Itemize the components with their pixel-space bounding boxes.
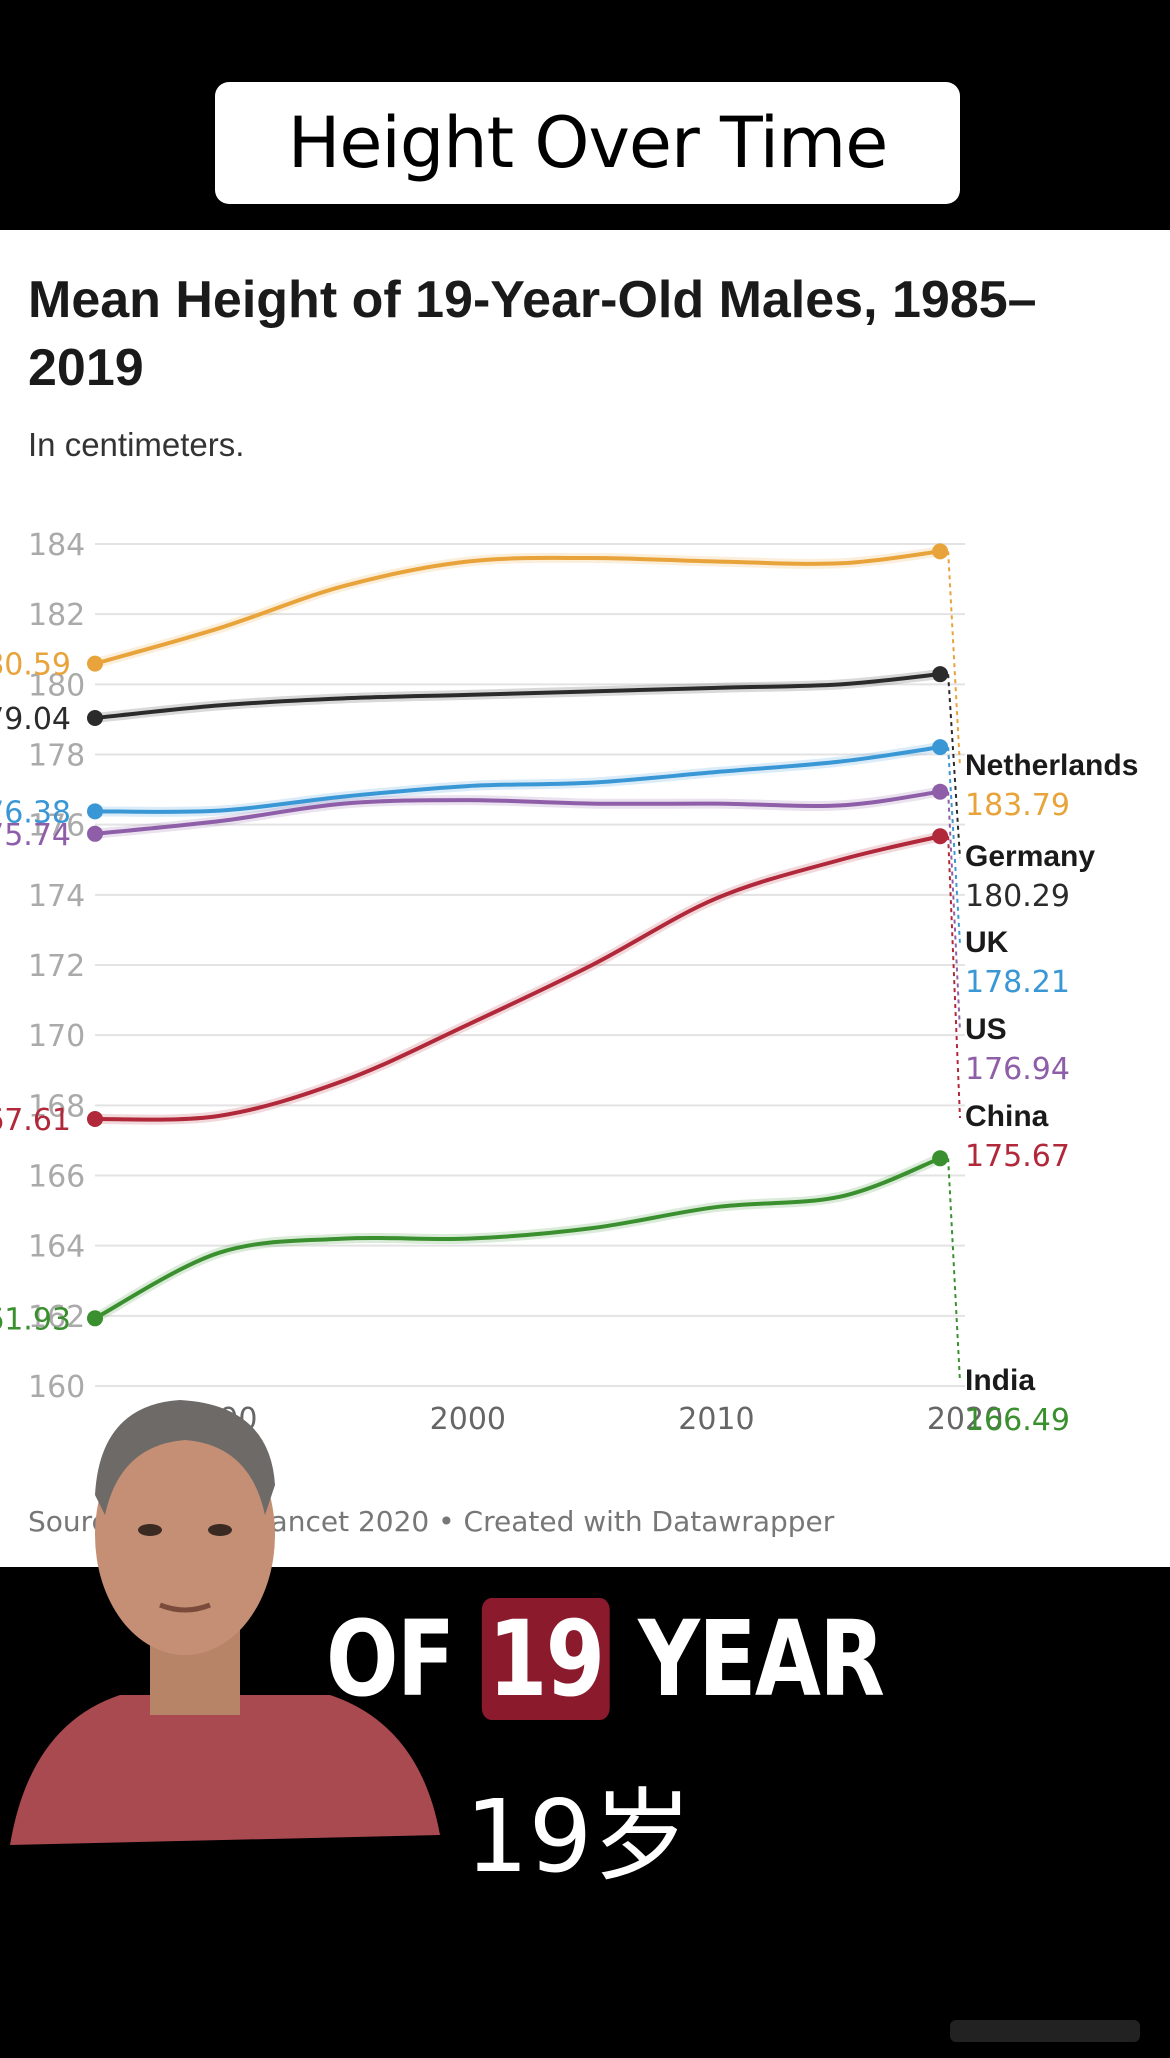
y-tick-label: 166 [28,1160,85,1195]
caption-en-pre: OF [326,1598,455,1720]
leader-line-china [947,836,961,1119]
series-glow-india [90,1153,946,1324]
end-name-germany: Germany [965,840,1095,873]
start-point-china [87,1111,103,1128]
y-tick-label: 172 [28,949,85,984]
y-tick-label: 162 [28,1300,85,1335]
start-label-china: 167.61 [0,1103,71,1138]
y-tick-label: 174 [28,879,85,914]
series-glow-netherlands [90,546,946,669]
caption-chinese: 19岁 [465,1778,693,1895]
end-label-uk: 178.21 [965,965,1070,1000]
series-line-netherlands [93,549,943,666]
series-line-uk [93,745,943,814]
start-point-india [87,1310,103,1327]
x-tick-label: 2000 [430,1402,506,1437]
end-label-germany: 180.29 [965,879,1070,914]
start-label-netherlands: 180.59 [0,648,71,683]
end-label-china: 175.67 [965,1139,1070,1174]
leader-line-india [947,1158,961,1383]
end-point-china [932,828,949,845]
start-label-india: 161.93 [0,1302,71,1337]
series-line-us [93,789,943,836]
y-tick-label: 178 [28,739,85,774]
start-point-us [87,825,103,842]
leader-line-germany [947,674,961,859]
series-glow-germany [90,669,946,724]
y-tick-label: 170 [28,1019,85,1054]
series-line-india [93,1156,943,1321]
series-line-germany [93,672,943,721]
end-point-india [932,1150,949,1167]
end-name-netherlands: Netherlands [965,749,1138,782]
x-tick-label: 2010 [678,1402,754,1437]
end-point-germany [932,666,949,683]
source-text: Lancet 2020 • Created with Datawrapper [254,1505,835,1538]
end-point-us [932,783,949,800]
leader-line-netherlands [947,551,961,768]
end-name-china: China [965,1100,1049,1133]
presenter-photo [0,1400,440,1865]
chart-source: Sourc Lancet 2020 • Created with Datawrap… [28,1505,834,1538]
end-name-uk: UK [965,926,1009,959]
leader-line-uk [947,747,961,945]
series-line-china [93,834,943,1122]
y-tick-label: 180 [28,668,85,703]
start-point-germany [87,710,103,727]
source-prefix: Sourc [28,1505,107,1538]
chart-title: Mean Height of 19-Year-Old Males, 1985–2… [28,271,1037,397]
caption-en-post: YEAR [638,1598,885,1720]
end-label-india: 166.49 [965,1403,1070,1438]
chart-card: Mean Height of 19-Year-Old Males, 1985–2… [0,230,1170,1567]
caption-en-highlight: 19 [481,1598,611,1720]
end-point-uk [932,739,949,756]
end-point-netherlands [932,543,949,560]
start-label-uk: 176.38 [0,795,71,830]
y-tick-label: 164 [28,1230,85,1265]
y-tick-label: 184 [28,528,85,563]
y-tick-label: 182 [28,598,85,633]
watermark [950,2020,1140,2042]
start-label-germany: 179.04 [0,702,71,737]
line-chart: 160 162 164 166 168 170 172 174 176 178 180 182 184 1… [0,528,1138,1438]
series-glow-china [90,831,946,1125]
banner-title: Height Over Time [287,102,889,184]
start-point-uk [87,803,103,820]
y-tick-label: 160 [28,1370,85,1405]
start-point-netherlands [87,655,103,672]
end-label-us: 176.94 [965,1052,1070,1087]
end-name-us: US [965,1013,1007,1046]
chart-subtitle: In centimeters. [28,426,245,463]
y-tick-label: 168 [28,1089,85,1124]
start-label-us: 175.74 [0,818,71,853]
y-tick-label: 176 [28,809,85,844]
title-banner: Height Over Time [215,82,960,204]
x-tick-label: 2020 [927,1402,1003,1437]
end-name-india: India [965,1364,1035,1397]
end-label-netherlands: 183.79 [965,788,1070,823]
caption-english: OF 19 YEAR [326,1598,885,1720]
